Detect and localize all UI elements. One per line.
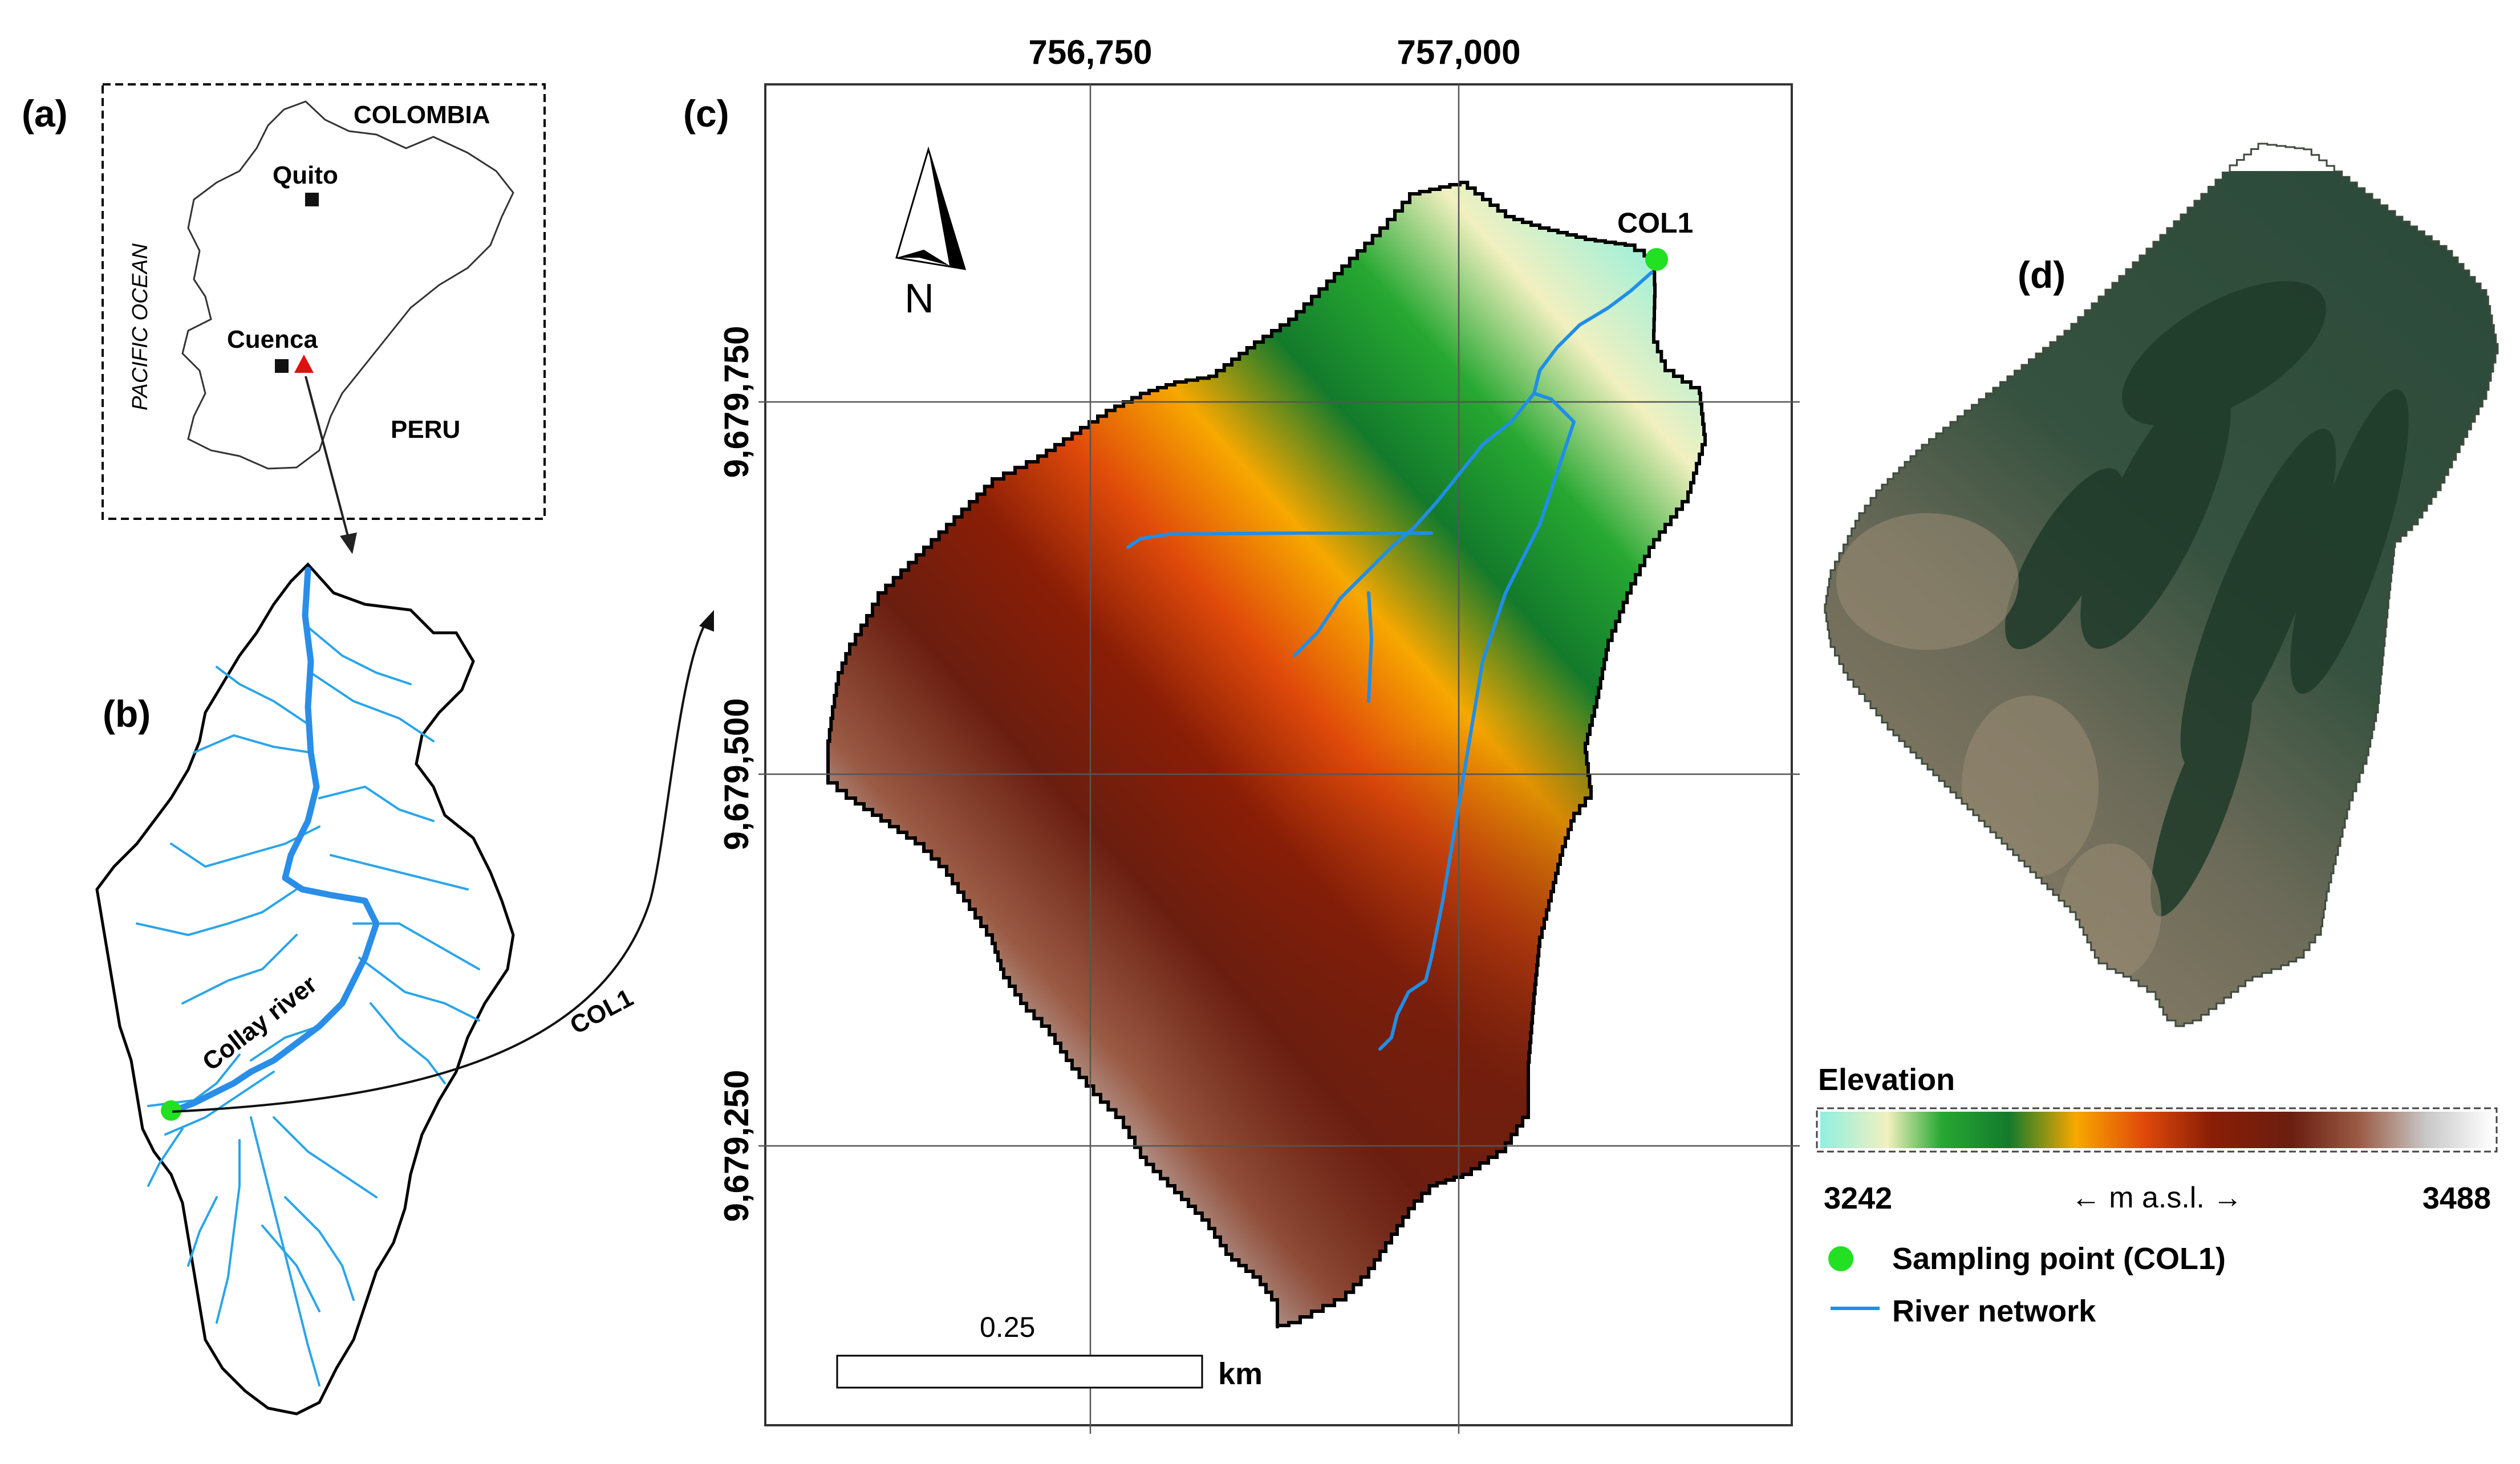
northing-tick-3: 9,679,250 (717, 1070, 756, 1222)
elevation-color-ramp (1820, 1112, 2493, 1148)
elevation-ramp-frame (1816, 1107, 2498, 1153)
panel-d: (d) (1824, 143, 2499, 1027)
panel-c: (c) COL1 N 0. (683, 33, 1800, 1434)
inset-connector-line (305, 376, 349, 536)
panel-c-label: (c) (683, 92, 729, 135)
sampling-point-c-label: COL1 (1617, 207, 1693, 239)
country-colombia: COLOMBIA (354, 101, 490, 129)
city-cuenca-label: Cuenca (227, 326, 318, 353)
tributaries (136, 626, 480, 1386)
ocean-label: PACIFIC OCEAN (128, 243, 152, 410)
ecuador-outline (181, 100, 514, 470)
city-cuenca-marker (275, 359, 289, 373)
scale-bar: 0.25 km (836, 1311, 1263, 1391)
panel-d-label: (d) (2018, 254, 2065, 296)
legend-sampling-point-label: Sampling point (COL1) (1892, 1242, 2226, 1276)
satellite-image (1825, 171, 2498, 1026)
elevation-max: 3488 (2422, 1181, 2491, 1215)
satellite-outline (1824, 143, 2499, 1027)
sampling-point-c (1645, 248, 1668, 271)
forest-patches (2005, 281, 2409, 917)
north-label: N (904, 276, 934, 322)
city-quito-marker (305, 193, 319, 206)
scale-unit: km (1218, 1357, 1263, 1391)
subcatchment-outline (826, 181, 1707, 1328)
river-network-c (1126, 271, 1653, 1051)
north-arrow: N (895, 146, 967, 322)
connector-label: COL1 (566, 983, 638, 1039)
panel-a: (a) COLOMBIA PERU PACIFIC OCEAN Quito Cu… (22, 83, 546, 554)
study-area-marker (294, 355, 314, 373)
sampling-point-b (161, 1100, 181, 1121)
easting-tick-2: 757,000 (1397, 33, 1521, 71)
collay-river-main (168, 567, 380, 1115)
easting-tick-1: 756,750 (1029, 33, 1153, 71)
panel-b-label: (b) (103, 693, 151, 735)
inset-connector-arrowhead (340, 532, 357, 554)
scale-value: 0.25 (980, 1311, 1035, 1343)
northing-tick-2: 9,679,500 (717, 698, 756, 851)
legend: Elevation 3242 ← m a.s.l. → 3488 Samplin… (1816, 1063, 2498, 1328)
connector-arrowhead (699, 610, 714, 632)
elevation-min: 3242 (1824, 1181, 1892, 1215)
northing-tick-1: 9,679,750 (717, 326, 756, 478)
legend-title: Elevation (1818, 1063, 1955, 1097)
panel-a-label: (a) (22, 92, 68, 135)
country-peru: PERU (391, 416, 460, 444)
legend-river-network-label: River network (1892, 1294, 2096, 1328)
elevation-unit: ← m a.s.l. → (2071, 1181, 2242, 1214)
inset-map-frame (102, 83, 546, 520)
city-quito-label: Quito (273, 161, 338, 189)
graticule (758, 84, 1800, 1434)
catchment-outline (95, 562, 515, 1416)
legend-sampling-point-symbol (1828, 1246, 1853, 1271)
panel-b: (b) Collay river (95, 562, 714, 1416)
connector-to-panel-c (172, 619, 708, 1113)
